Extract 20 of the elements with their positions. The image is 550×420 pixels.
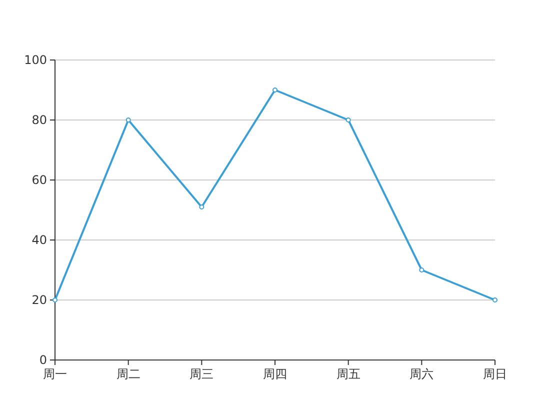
y-tick-label: 80 — [32, 113, 47, 127]
y-tick-label: 60 — [32, 173, 47, 187]
point — [492, 298, 498, 302]
point — [272, 88, 278, 92]
x-tick-label: 周二 — [116, 367, 140, 381]
x-tick-label: 周三 — [190, 367, 214, 381]
x-tick-label: 周五 — [336, 367, 360, 381]
point — [346, 118, 351, 122]
point — [52, 298, 58, 302]
point — [199, 204, 204, 210]
x-tick-label: 周六 — [410, 367, 434, 381]
point — [126, 118, 131, 122]
x-tick-label: 周日 — [483, 367, 507, 381]
y-tick-label: 40 — [32, 233, 47, 247]
x-tick-label: 周四 — [263, 367, 287, 381]
x-tick-label: 周一 — [43, 367, 67, 381]
y-tick-label: 0 — [39, 353, 47, 367]
y-tick-label: 100 — [24, 53, 47, 67]
y-tick-label: 20 — [32, 293, 47, 307]
point — [419, 268, 424, 272]
